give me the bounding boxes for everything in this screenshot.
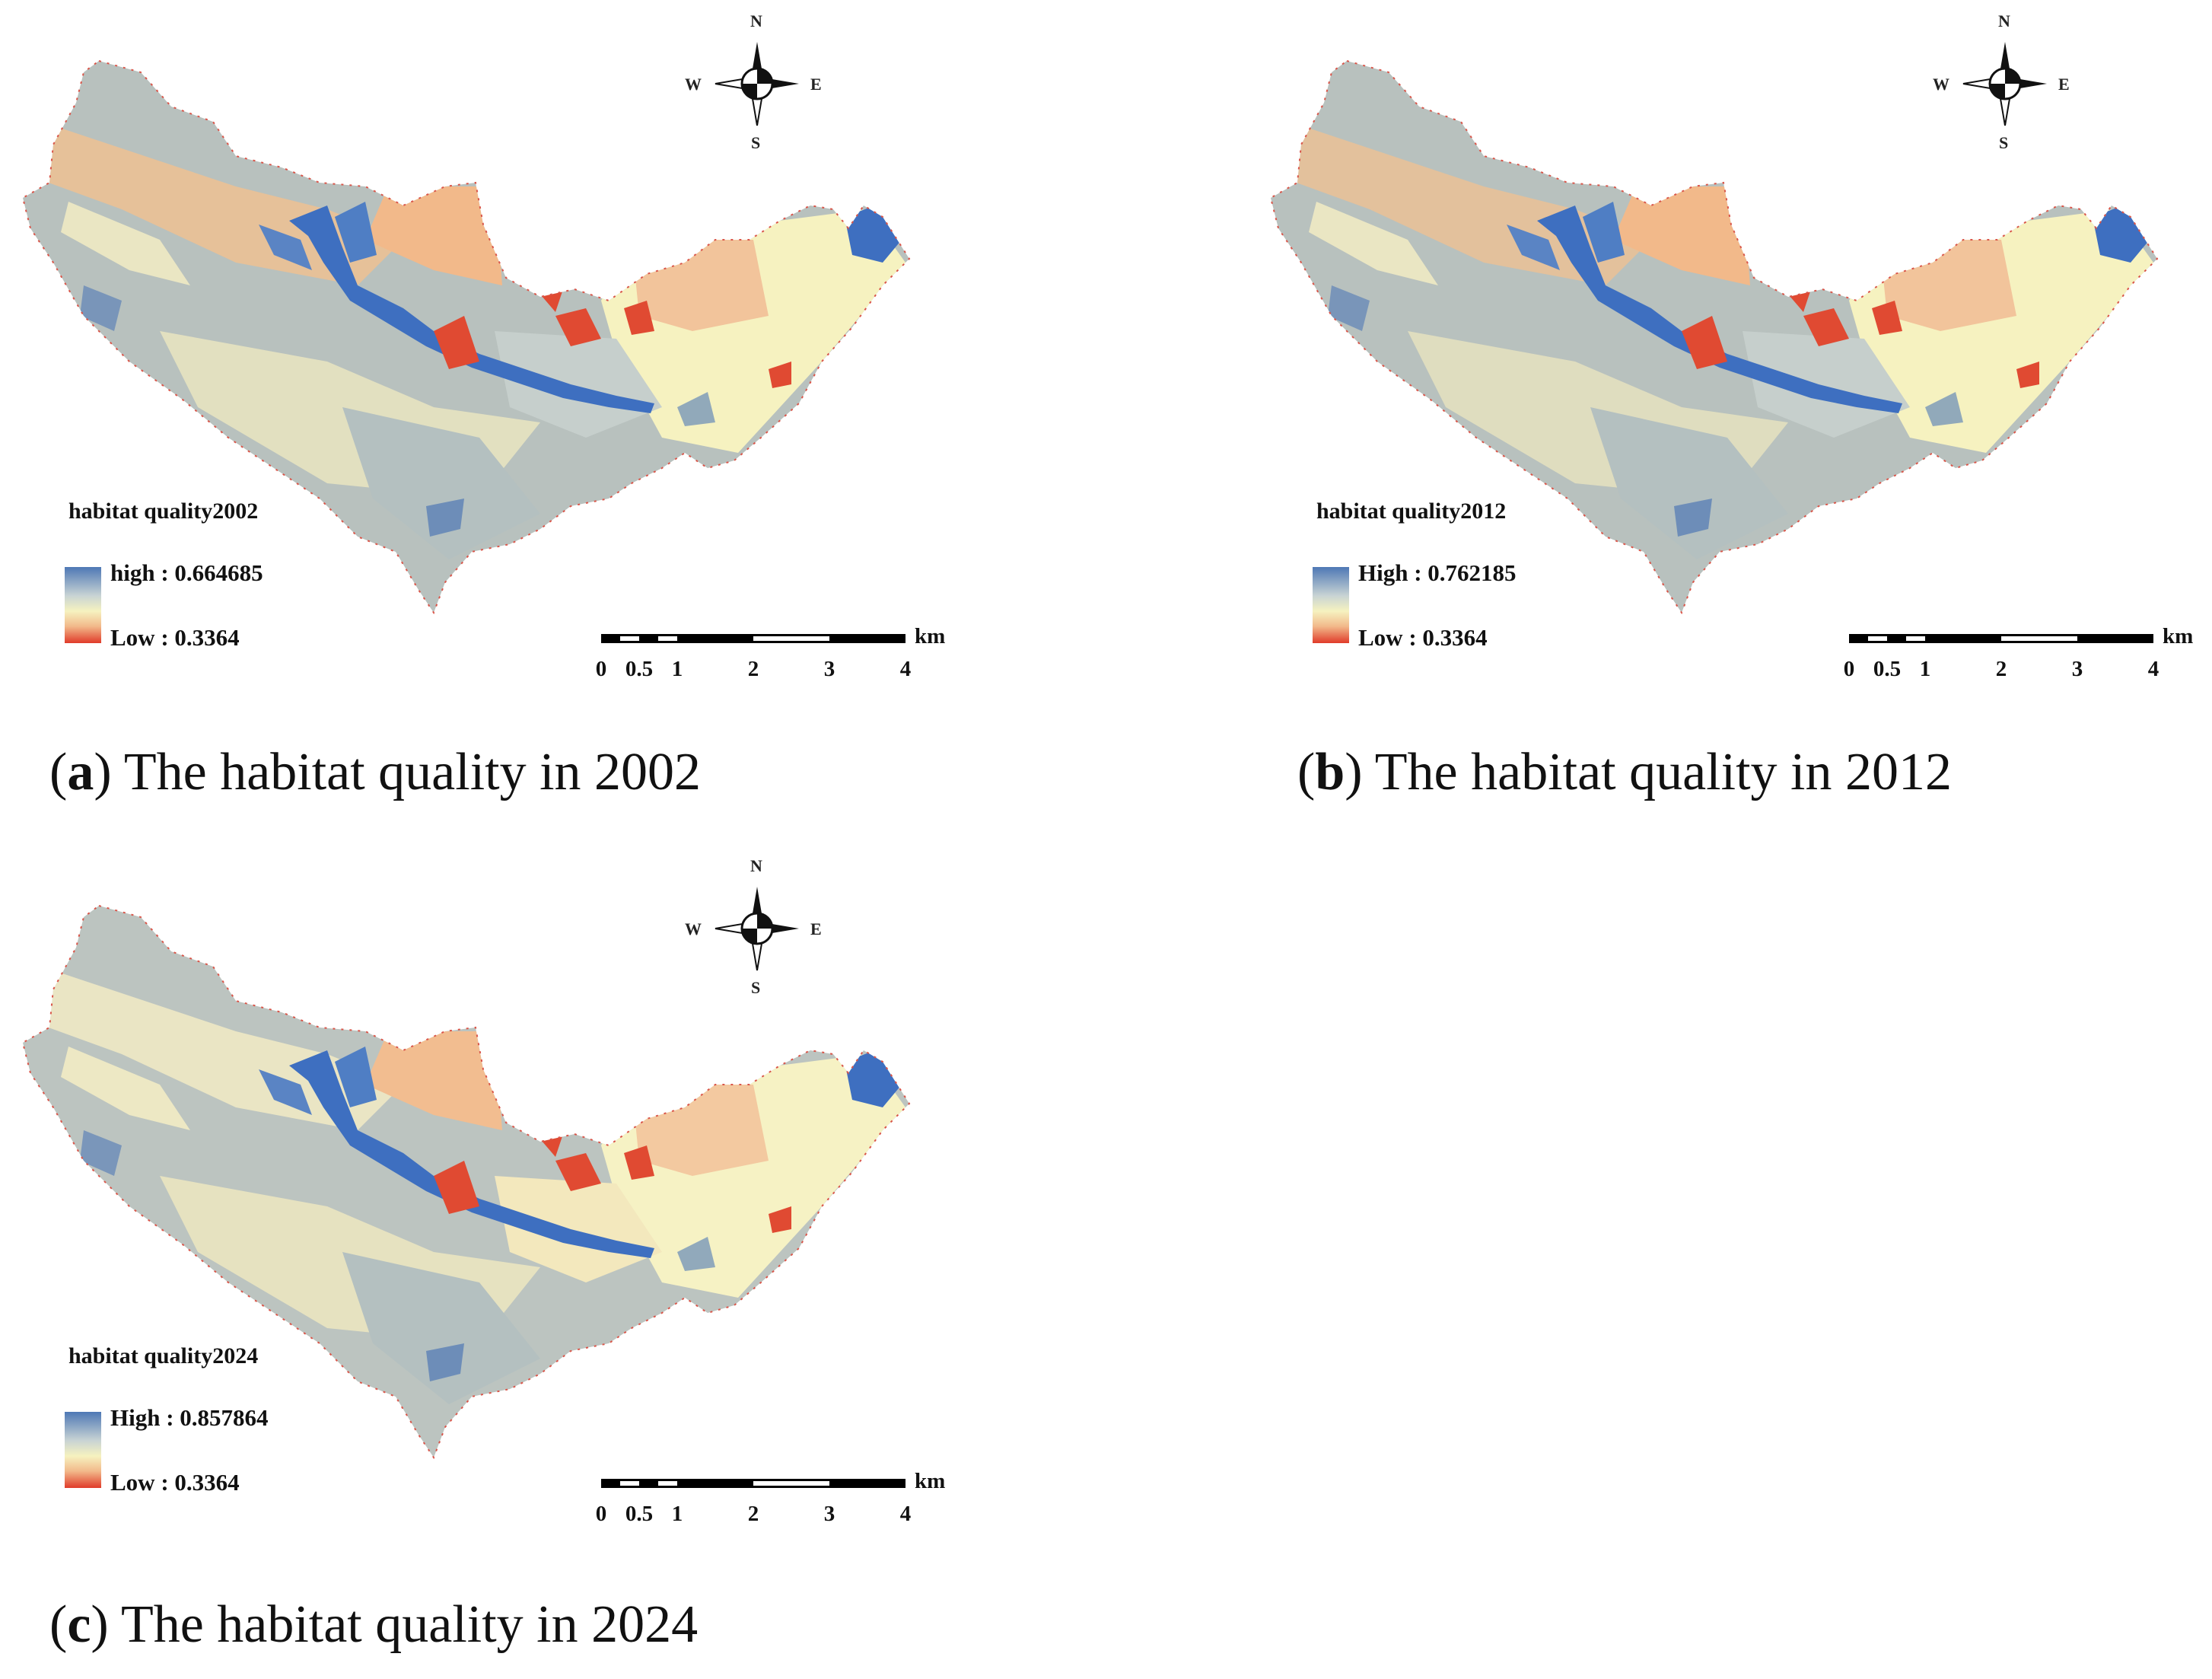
legend-high-label: High : 0.762185 bbox=[1358, 559, 1517, 586]
caption-text: The habitat quality in 2002 bbox=[111, 743, 702, 801]
map-panel-c: N S E W habitat quality2024 High : 0.857… bbox=[8, 856, 997, 1526]
scale-bar-segment bbox=[753, 636, 829, 641]
scale-tick-label: 4 bbox=[899, 1502, 912, 1526]
scale-tick-label: 3 bbox=[823, 657, 835, 681]
scale-tick-label: 2 bbox=[747, 1502, 759, 1526]
scale-bar-segment bbox=[658, 1481, 677, 1486]
legend-high-label: high : 0.664685 bbox=[110, 559, 263, 586]
habitat-map bbox=[1269, 42, 2159, 615]
scale-tick-label: 1 bbox=[671, 657, 683, 681]
legend-high-label: High : 0.857864 bbox=[110, 1404, 269, 1431]
legend-color-ramp bbox=[65, 1412, 101, 1488]
scale-unit-label: km bbox=[915, 1469, 946, 1493]
scale-tick-label: 2 bbox=[747, 657, 759, 681]
caption-letter: c bbox=[67, 1595, 91, 1654]
caption-text: The habitat quality in 2012 bbox=[1362, 743, 1952, 801]
scale-bar-segment bbox=[1906, 636, 1925, 641]
compass-rose bbox=[715, 42, 799, 126]
compass-s-label: S bbox=[751, 978, 761, 997]
scale-tick-label: 0.5 bbox=[1873, 657, 1902, 681]
caption-c: (c) The habitat quality in 2024 bbox=[49, 1595, 699, 1654]
scale-tick-label: 0 bbox=[595, 1502, 607, 1526]
scale-tick-label: 2 bbox=[1995, 657, 2007, 681]
scale-tick-label: 0 bbox=[1843, 657, 1855, 681]
compass-e-label: E bbox=[2058, 75, 2070, 94]
caption-text: The habitat quality in 2024 bbox=[108, 1595, 699, 1654]
compass-rose bbox=[1962, 42, 2047, 126]
compass-rose bbox=[715, 887, 799, 971]
scale-bar-segment bbox=[620, 636, 639, 641]
legend-title: habitat quality2024 bbox=[68, 1343, 259, 1368]
legend-color-ramp bbox=[1313, 567, 1349, 643]
scale-tick-label: 4 bbox=[899, 657, 912, 681]
scale-bar: 0 0.5 1 2 3 4 km bbox=[596, 1469, 946, 1541]
scale-bar: 0 0.5 1 2 3 4 km bbox=[596, 624, 946, 696]
compass-s-label: S bbox=[751, 133, 761, 152]
caption-letter: a bbox=[67, 743, 94, 801]
scale-bar-segment bbox=[658, 636, 677, 641]
compass-e-label: E bbox=[810, 75, 822, 94]
scale-tick-label: 1 bbox=[1919, 657, 1931, 681]
scale-bar-segment bbox=[620, 1481, 639, 1486]
compass-n-label: N bbox=[1998, 11, 2010, 30]
scale-tick-label: 0 bbox=[595, 657, 607, 681]
scale-tick-label: 4 bbox=[2147, 657, 2159, 681]
scale-tick-label: 0.5 bbox=[625, 1502, 654, 1526]
legend-color-ramp bbox=[65, 567, 101, 643]
compass-s-label: S bbox=[1999, 133, 2009, 152]
compass-e-label: E bbox=[810, 919, 822, 938]
scale-tick-label: 0.5 bbox=[625, 657, 654, 681]
scale-unit-label: km bbox=[915, 624, 946, 648]
compass-w-label: W bbox=[685, 919, 702, 938]
caption-a: (a) The habitat quality in 2002 bbox=[49, 743, 702, 801]
scale-tick-label: 3 bbox=[2071, 657, 2083, 681]
legend-low-label: Low : 0.3364 bbox=[110, 624, 240, 651]
map-panel-b: N S E W habitat quality2012 High : 0.762… bbox=[1256, 11, 2212, 681]
legend-low-label: Low : 0.3364 bbox=[1358, 624, 1488, 651]
caption-letter: b bbox=[1315, 743, 1345, 801]
compass-w-label: W bbox=[1933, 75, 1949, 94]
compass-n-label: N bbox=[750, 856, 762, 875]
scale-bar-segment bbox=[753, 1481, 829, 1486]
legend-title: habitat quality2012 bbox=[1316, 499, 1507, 524]
scale-tick-label: 3 bbox=[823, 1502, 835, 1526]
map-panel-a: N S E W habitat quality2002 high : 0.664… bbox=[8, 11, 997, 681]
scale-tick-label: 1 bbox=[671, 1502, 683, 1526]
caption-b: (b) The habitat quality in 2012 bbox=[1297, 743, 1952, 801]
scale-bar-segment bbox=[2001, 636, 2077, 641]
habitat-map bbox=[21, 42, 911, 615]
compass-n-label: N bbox=[750, 11, 762, 30]
scale-bar: 0 0.5 1 2 3 4 km bbox=[1844, 624, 2194, 696]
scale-unit-label: km bbox=[2163, 624, 2194, 648]
scale-bar-segment bbox=[1868, 636, 1887, 641]
legend-low-label: Low : 0.3364 bbox=[110, 1469, 240, 1496]
compass-w-label: W bbox=[685, 75, 702, 94]
habitat-map bbox=[21, 887, 911, 1460]
legend-title: habitat quality2002 bbox=[68, 499, 259, 524]
